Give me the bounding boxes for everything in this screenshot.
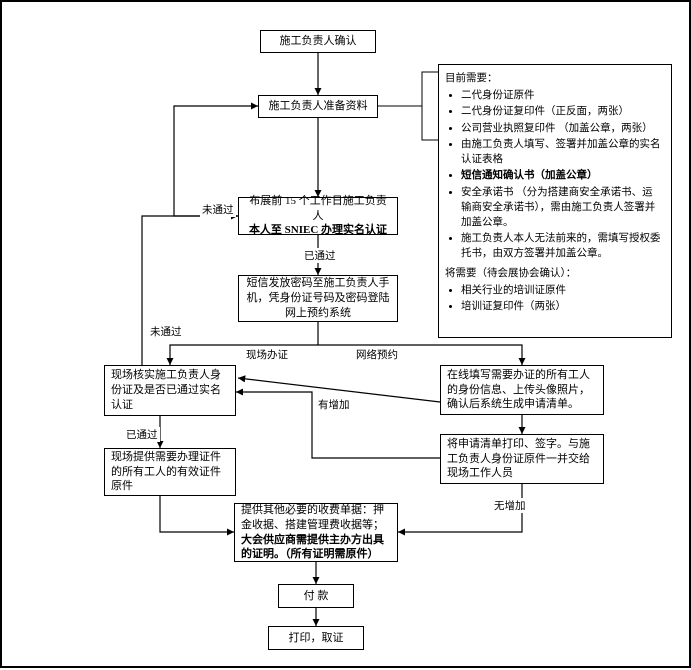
edge-label-onsite: 现场办证	[244, 347, 290, 362]
info-item: 安全承诺书 （分为搭建商安全承诺书、运输商安全承诺书），需由施工负责人签署并加盖…	[461, 185, 663, 231]
node-original-docs: 现场提供需要办理证件的所有工人的有效证件原件	[104, 448, 236, 496]
node-print-sign: 将申请清单打印、签字。与施工负责人身份证原件一并交给现场工作人员	[440, 434, 604, 484]
info-item: 培训证复印件（两张）	[461, 299, 663, 314]
node-label: 将申请清单打印、签字。与施工负责人身份证原件一并交给现场工作人员	[447, 437, 597, 482]
node-label: 施工负责人准备资料	[269, 99, 368, 114]
info-list1: 二代身份证原件 二代身份证复印件（正反面，两张） 公司营业执照复印件 （加盖公章…	[445, 88, 663, 261]
node-label: 付 款	[304, 589, 329, 604]
node-label: 打印，取证	[289, 631, 344, 646]
edge-label-noadd: 无增加	[492, 498, 528, 513]
node-sniec: 布展前 15 个工作日施工负责人 本人至 SNIEC 办理实名认证	[238, 197, 398, 235]
node-label: 短信发放密码至施工负责人手机，凭身份证号码及密码登陆网上预约系统	[245, 276, 391, 321]
info-list2: 相关行业的培训证原件 培训证复印件（两张）	[445, 283, 663, 314]
edge-label-pass2: 已通过	[124, 427, 160, 442]
node-pay: 付 款	[278, 584, 354, 608]
edge-label-add: 有增加	[316, 397, 352, 412]
info-item: 二代身份证复印件（正反面，两张）	[461, 104, 663, 119]
node-label: 现场提供需要办理证件的所有工人的有效证件原件	[111, 450, 229, 495]
node-label: 施工负责人确认	[280, 34, 357, 49]
node-prepare: 施工负责人准备资料	[258, 95, 378, 118]
node-label: 布展前 15 个工作日施工负责人 本人至 SNIEC 办理实名认证	[245, 194, 391, 239]
node-label: 提供其他必要的收费单据：押金收据、搭建管理费收据等；大会供应商需提供主办方出具的…	[241, 503, 391, 562]
node-online-fill: 在线填写需要办证的所有工人的身份信息、上传头像照片，确认后系统生成申请清单。	[440, 365, 604, 415]
info-item: 相关行业的培训证原件	[461, 283, 663, 298]
node-sms: 短信发放密码至施工负责人手机，凭身份证号码及密码登陆网上预约系统	[238, 275, 398, 322]
node-label: 在线填写需要办证的所有工人的身份信息、上传头像照片，确认后系统生成申请清单。	[447, 368, 597, 413]
edge-label-online: 网络预约	[354, 347, 400, 362]
edge-label-fail2: 未通过	[148, 324, 184, 339]
node-confirm: 施工负责人确认	[260, 30, 376, 53]
info-requirements: 目前需要： 二代身份证原件 二代身份证复印件（正反面，两张） 公司营业执照复印件…	[438, 64, 672, 338]
info-item: 短信通知确认书（加盖公章）	[461, 168, 663, 183]
info-item: 由施工负责人填写、签署并加盖公章的实名认证表格	[461, 137, 663, 167]
info-heading1: 目前需要：	[445, 71, 663, 86]
info-item: 二代身份证原件	[461, 88, 663, 103]
info-heading2: 将需要（待会展协会确认）：	[445, 266, 663, 281]
node-print-cert: 打印，取证	[268, 626, 364, 650]
node-fee-docs: 提供其他必要的收费单据：押金收据、搭建管理费收据等；大会供应商需提供主办方出具的…	[234, 503, 398, 562]
edge-label-fail1: 未通过	[200, 202, 236, 217]
info-item: 公司营业执照复印件 （加盖公章，两张）	[461, 121, 663, 136]
info-item: 施工负责人本人无法前来的，需填写授权委托书，由双方签署并加盖公章。	[461, 231, 663, 261]
node-onsite-verify: 现场核实施工负责人身份证及是否已通过实名认证	[104, 365, 236, 416]
edge-label-pass1: 已通过	[302, 248, 338, 263]
flowchart-canvas: 施工负责人确认 施工负责人准备资料 布展前 15 个工作日施工负责人 本人至 S…	[0, 0, 691, 668]
node-label: 现场核实施工负责人身份证及是否已通过实名认证	[111, 368, 229, 413]
